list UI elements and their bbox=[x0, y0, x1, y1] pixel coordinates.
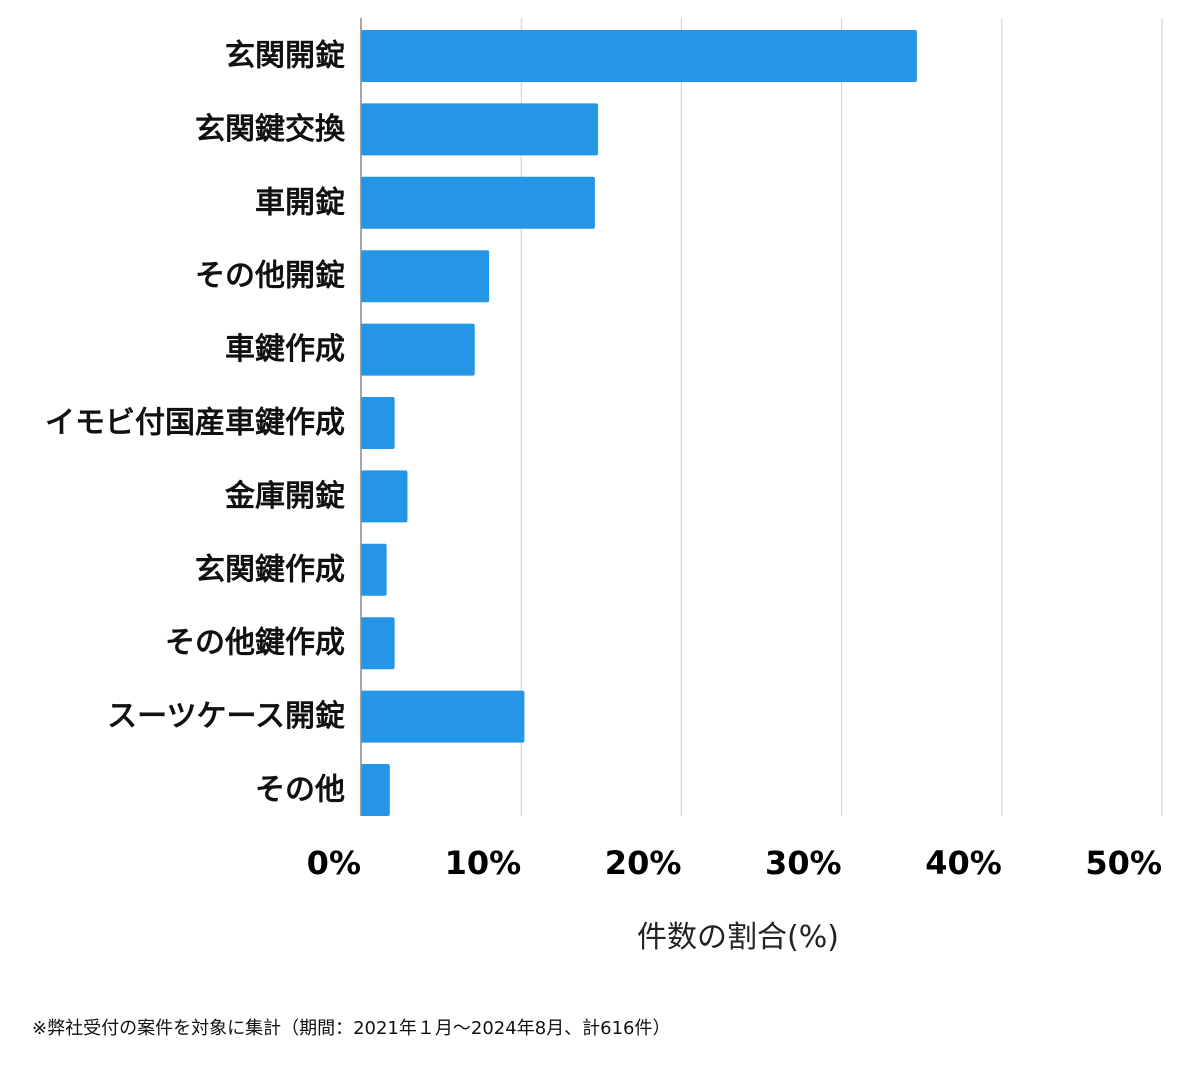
x-tick-label: 30% bbox=[765, 844, 842, 882]
bar bbox=[361, 690, 525, 743]
x-tick-label: 40% bbox=[925, 844, 1002, 882]
category-labels: 玄関開錠玄関鍵交換車開錠その他開錠車鍵作成イモビ付国産車鍵作成金庫開錠玄関鍵作成… bbox=[45, 39, 346, 808]
category-label: 車開錠 bbox=[255, 185, 345, 220]
bar bbox=[361, 470, 408, 523]
x-tick-label: 50% bbox=[1085, 844, 1162, 882]
category-label: 玄関鍵交換 bbox=[195, 112, 346, 147]
bar bbox=[361, 103, 599, 156]
category-label: 玄関開錠 bbox=[225, 39, 345, 74]
x-tick-label: 0% bbox=[307, 844, 361, 882]
x-axis-title: 件数の割合(%) bbox=[637, 920, 839, 955]
category-label: その他開錠 bbox=[195, 259, 345, 294]
bar bbox=[361, 543, 387, 596]
category-label: 玄関鍵作成 bbox=[195, 552, 345, 587]
bar bbox=[361, 250, 490, 303]
bar bbox=[361, 617, 395, 670]
category-label: 車鍵作成 bbox=[225, 332, 345, 367]
category-label: その他鍵作成 bbox=[165, 626, 345, 661]
bar bbox=[361, 176, 595, 229]
bar bbox=[361, 30, 917, 82]
category-label: その他 bbox=[255, 773, 345, 808]
category-label: スーツケース開錠 bbox=[107, 699, 345, 734]
bars bbox=[361, 30, 917, 816]
category-label: イモビ付国産車鍵作成 bbox=[45, 406, 345, 441]
x-tick-label: 10% bbox=[445, 844, 522, 882]
bar bbox=[361, 323, 475, 376]
bar bbox=[361, 764, 390, 816]
footnote: ※弊社受付の案件を対象に集計（期間：2021年１月〜2024年8月、計616件） bbox=[32, 1018, 671, 1039]
x-tick-label: 20% bbox=[605, 844, 682, 882]
x-tick-labels: 0% 10% 20% 30% 40% 50% bbox=[307, 844, 1162, 882]
bar bbox=[361, 397, 395, 449]
gridlines bbox=[520, 18, 1163, 816]
category-label: 金庫開錠 bbox=[224, 479, 345, 514]
